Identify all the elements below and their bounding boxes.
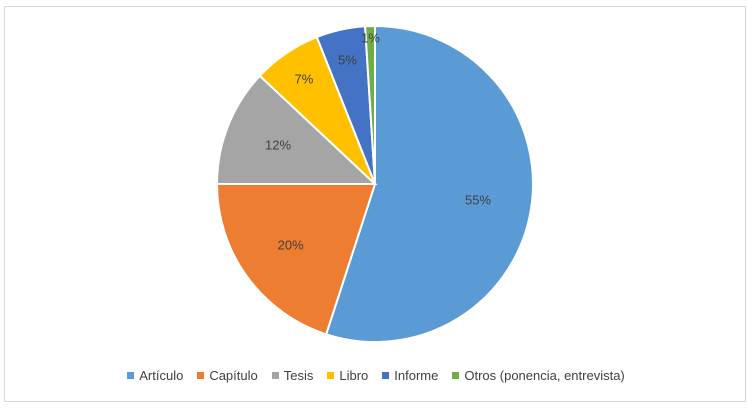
- legend-label: Informe: [394, 368, 439, 383]
- legend-swatch: [327, 372, 335, 379]
- legend-item-4: Libro: [327, 368, 368, 383]
- legend-swatch: [127, 372, 135, 379]
- legend-label: Capítulo: [209, 368, 258, 383]
- chart-legend: Artículo Capítulo Tesis Libro Informe Otros (…: [0, 368, 752, 383]
- data-label-5: 5%: [338, 53, 357, 68]
- legend-item-3: Tesis: [271, 368, 314, 383]
- data-label-1: 55%: [465, 192, 491, 207]
- legend-item-2: Capítulo: [197, 368, 258, 383]
- pie-slice-3: [215, 74, 378, 185]
- pie-slice-2: [215, 183, 377, 336]
- data-label-4: 7%: [295, 71, 314, 86]
- pie-slice-1: [324, 24, 534, 343]
- data-label-3: 12%: [265, 138, 291, 153]
- data-label-6: 1%: [361, 31, 380, 46]
- legend-label: Tesis: [283, 368, 314, 383]
- legend-swatch: [197, 372, 205, 379]
- legend-swatch: [452, 372, 460, 379]
- legend-item-5: Informe: [382, 368, 438, 383]
- legend-swatch: [382, 372, 390, 379]
- legend-item-6: Otros (ponencia, entrevista): [452, 368, 625, 383]
- legend-label: Libro: [339, 368, 369, 383]
- legend-label: Otros (ponencia, entrevista): [464, 368, 625, 383]
- data-label-2: 20%: [278, 237, 304, 252]
- pie-slice-6: [364, 24, 376, 185]
- legend-label: Artículo: [139, 368, 184, 383]
- legend-swatch: [271, 372, 279, 379]
- legend-item-1: Artículo: [127, 368, 183, 383]
